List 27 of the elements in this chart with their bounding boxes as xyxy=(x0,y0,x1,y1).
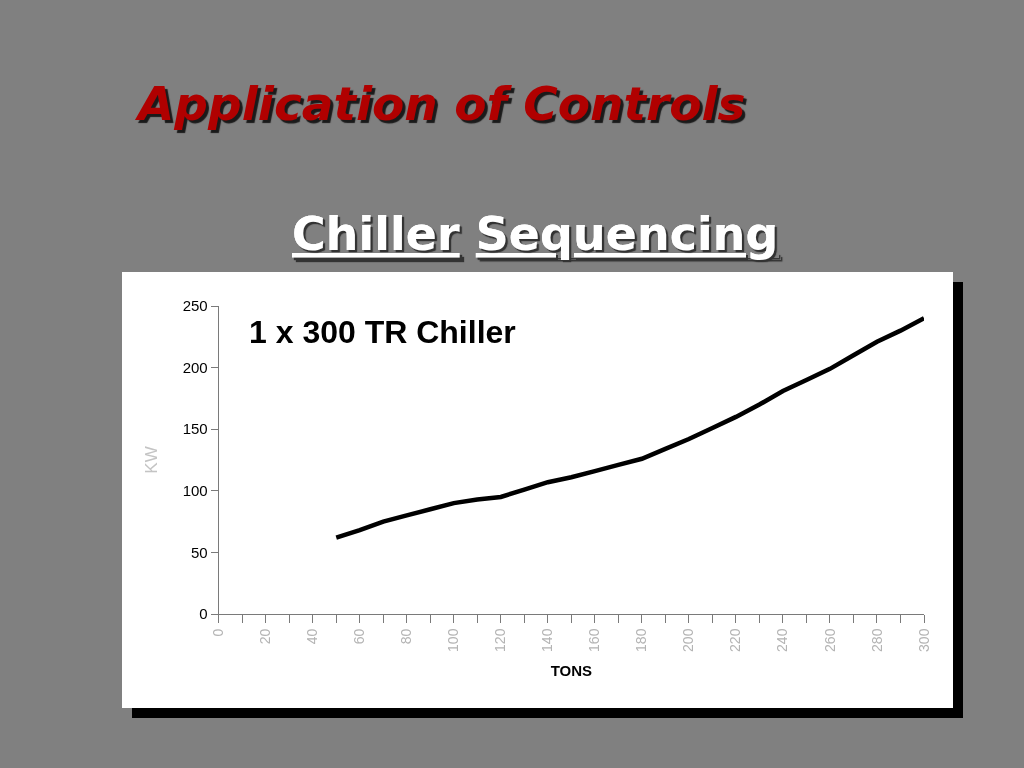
x-tick-label: 60 xyxy=(351,628,368,645)
x-tick-label: 180 xyxy=(633,628,650,652)
y-axis-title: KW xyxy=(142,446,162,474)
x-tick-label: 260 xyxy=(821,628,838,652)
x-tick-label: 80 xyxy=(398,628,415,645)
x-tick-label: 120 xyxy=(492,628,509,652)
x-tick-label: 280 xyxy=(868,628,885,652)
x-tick-label: 160 xyxy=(586,628,603,652)
x-tick-label: 20 xyxy=(257,628,274,645)
x-tick-label: 140 xyxy=(539,628,556,652)
chart-title: Application of Controls xyxy=(134,76,746,132)
y-tick-label: 100 xyxy=(182,482,208,500)
annotation: 1 x 300 TR Chiller xyxy=(249,314,516,350)
y-tick-label: 250 xyxy=(182,297,208,315)
y-tick-label: 150 xyxy=(182,420,208,438)
y-tick-label: 50 xyxy=(191,543,208,561)
chart-subtitle: Chiller Sequencing xyxy=(292,207,779,261)
y-tick-label: 200 xyxy=(182,358,208,376)
x-tick-label: 200 xyxy=(680,628,697,652)
x-tick-label: 40 xyxy=(304,628,321,645)
x-tick-label: 220 xyxy=(727,628,744,652)
x-tick-label: 0 xyxy=(210,628,227,637)
y-tick-label: 0 xyxy=(199,605,208,623)
x-tick-label: 300 xyxy=(915,628,932,652)
x-axis-title: TONS xyxy=(550,661,593,679)
x-tick-label: 100 xyxy=(445,628,462,652)
x-tick-label: 240 xyxy=(774,628,791,652)
